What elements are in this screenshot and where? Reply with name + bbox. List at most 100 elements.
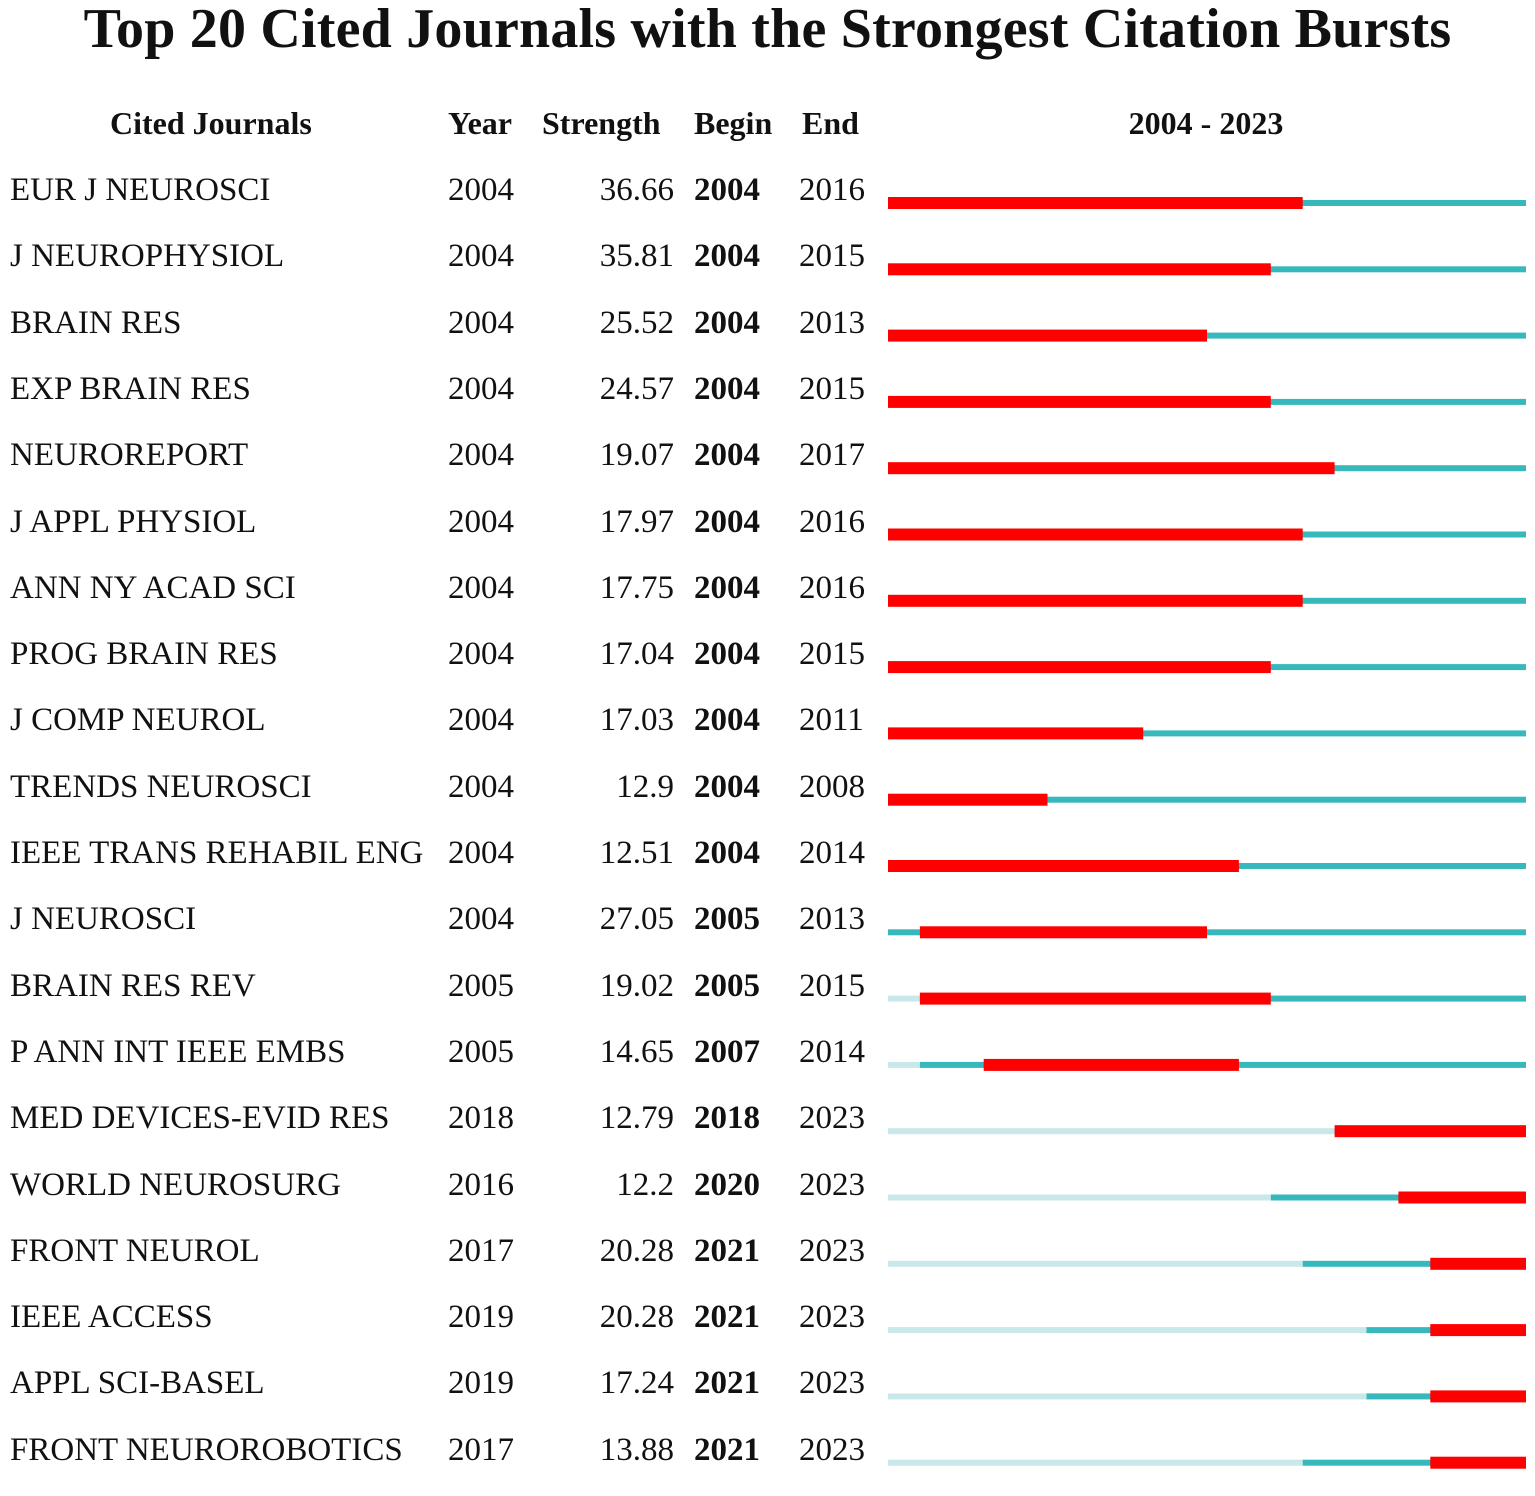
burst-strength: 19.02 [599, 967, 674, 1004]
burst-end: 2016 [799, 503, 865, 540]
journal-year: 2004 [448, 238, 514, 275]
table-row: ANN NY ACAD SCI 2004 17.75 2004 2016 [0, 568, 1535, 634]
journal-year: 2005 [448, 967, 514, 1004]
journal-name: BRAIN RES REV [10, 967, 256, 1004]
burst-begin: 2004 [694, 569, 760, 606]
burst-strength: 13.88 [599, 1431, 674, 1468]
burst-end: 2016 [799, 569, 865, 606]
burst-strength: 25.52 [599, 304, 674, 341]
table-row: IEEE ACCESS 2019 20.28 2021 2023 [0, 1297, 1535, 1363]
burst-end: 2015 [799, 238, 865, 275]
burst-end: 2023 [799, 1100, 865, 1137]
table-row: IEEE TRANS REHABIL ENG 2004 12.51 2004 2014 [0, 833, 1535, 899]
journal-year: 2017 [448, 1232, 514, 1269]
table-row: NEUROREPORT 2004 19.07 2004 2017 [0, 435, 1535, 501]
burst-strength: 12.9 [616, 768, 674, 805]
journal-year: 2016 [448, 1166, 514, 1203]
table-row: P ANN INT IEEE EMBS 2005 14.65 2007 2014 [0, 1032, 1535, 1098]
journal-year: 2019 [448, 1299, 514, 1336]
journal-year: 2004 [448, 569, 514, 606]
journal-year: 2004 [448, 901, 514, 938]
journal-year: 2004 [448, 702, 514, 739]
burst-strength: 12.51 [599, 835, 674, 871]
burst-end: 2016 [799, 172, 865, 208]
header-strength: Strength [542, 105, 661, 141]
journal-name: ANN NY ACAD SCI [10, 569, 296, 606]
journal-name: J NEUROPHYSIOL [10, 238, 285, 275]
journal-name: TRENDS NEUROSCI [10, 768, 312, 805]
header-year-range: 2004 - 2023 [1128, 105, 1284, 141]
burst-end: 2011 [799, 702, 864, 739]
journal-name: J APPL PHYSIOL [10, 503, 257, 540]
journal-year: 2004 [448, 768, 514, 805]
header-begin: Begin [694, 105, 773, 141]
journal-year: 2018 [448, 1100, 514, 1137]
table-row: EXP BRAIN RES 2004 24.57 2004 2015 [0, 369, 1535, 435]
burst-begin: 2005 [694, 967, 760, 1004]
burst-begin: 2004 [694, 370, 760, 407]
journal-name: NEUROREPORT [10, 437, 249, 474]
burst-end: 2023 [799, 1431, 865, 1468]
burst-end: 2014 [799, 1033, 865, 1070]
burst-end: 2014 [799, 835, 865, 871]
burst-strength: 12.2 [616, 1166, 674, 1203]
table-row: J COMP NEUROL 2004 17.03 2004 2011 [0, 700, 1535, 766]
burst-end: 2015 [799, 370, 865, 407]
burst-strength: 35.81 [599, 238, 674, 275]
journal-year: 2017 [448, 1431, 514, 1468]
journal-name: P ANN INT IEEE EMBS [10, 1033, 346, 1070]
burst-end: 2023 [799, 1166, 865, 1203]
header-year: Year [448, 105, 512, 141]
burst-begin: 2004 [694, 702, 760, 739]
table-row: FRONT NEUROROBOTICS 2017 13.88 2021 2023 [0, 1430, 1535, 1496]
burst-end: 2017 [799, 437, 865, 474]
burst-end: 2013 [799, 901, 865, 938]
burst-end: 2023 [799, 1365, 865, 1402]
journal-name: APPL SCI-BASEL [10, 1365, 265, 1402]
burst-begin: 2021 [694, 1431, 760, 1468]
journal-year: 2004 [448, 636, 514, 673]
table-row: WORLD NEUROSURG 2016 12.2 2020 2023 [0, 1165, 1535, 1231]
table-row: MED DEVICES-EVID RES 2018 12.79 2018 2023 [0, 1098, 1535, 1164]
journal-name: PROG BRAIN RES [10, 636, 278, 673]
burst-begin: 2018 [694, 1100, 760, 1137]
burst-begin: 2021 [694, 1365, 760, 1402]
table-row: APPL SCI-BASEL 2019 17.24 2021 2023 [0, 1363, 1535, 1429]
burst-strength: 17.75 [599, 569, 674, 606]
burst-begin: 2004 [694, 503, 760, 540]
journal-name: WORLD NEUROSURG [10, 1166, 341, 1203]
burst-strength: 36.66 [599, 172, 674, 208]
burst-end: 2023 [799, 1232, 865, 1269]
burst-begin: 2004 [694, 636, 760, 673]
journal-name: EUR J NEUROSCI [10, 172, 271, 208]
journal-name: BRAIN RES [10, 304, 182, 341]
burst-strength: 24.57 [599, 370, 674, 407]
burst-begin: 2004 [694, 437, 760, 474]
journal-name: FRONT NEUROROBOTICS [10, 1431, 403, 1468]
burst-end: 2013 [799, 304, 865, 341]
burst-end: 2015 [799, 636, 865, 673]
burst-begin: 2021 [694, 1232, 760, 1269]
table-row: J NEUROSCI 2004 27.05 2005 2013 [0, 899, 1535, 965]
journal-name: J COMP NEUROL [10, 702, 266, 739]
journal-year: 2004 [448, 370, 514, 407]
journal-year: 2004 [448, 304, 514, 341]
burst-begin: 2004 [694, 304, 760, 341]
burst-begin: 2005 [694, 901, 760, 938]
chart-title: Top 20 Cited Journals with the Strongest… [83, 0, 1452, 60]
table-row: TRENDS NEUROSCI 2004 12.9 2004 2008 [0, 767, 1535, 833]
burst-begin: 2021 [694, 1299, 760, 1336]
journal-name: J NEUROSCI [10, 901, 197, 938]
burst-strength: 14.65 [599, 1033, 674, 1070]
journal-year: 2004 [448, 172, 514, 208]
journal-year: 2004 [448, 437, 514, 474]
burst-end: 2008 [799, 768, 865, 805]
burst-begin: 2004 [694, 238, 760, 275]
journal-name: IEEE TRANS REHABIL ENG [10, 835, 424, 871]
burst-strength: 27.05 [599, 901, 674, 938]
burst-strength: 12.79 [599, 1100, 674, 1137]
burst-begin: 2004 [694, 835, 760, 871]
table-row: BRAIN RES 2004 25.52 2004 2013 [0, 303, 1535, 369]
burst-begin: 2004 [694, 768, 760, 805]
burst-strength: 17.04 [599, 636, 674, 673]
